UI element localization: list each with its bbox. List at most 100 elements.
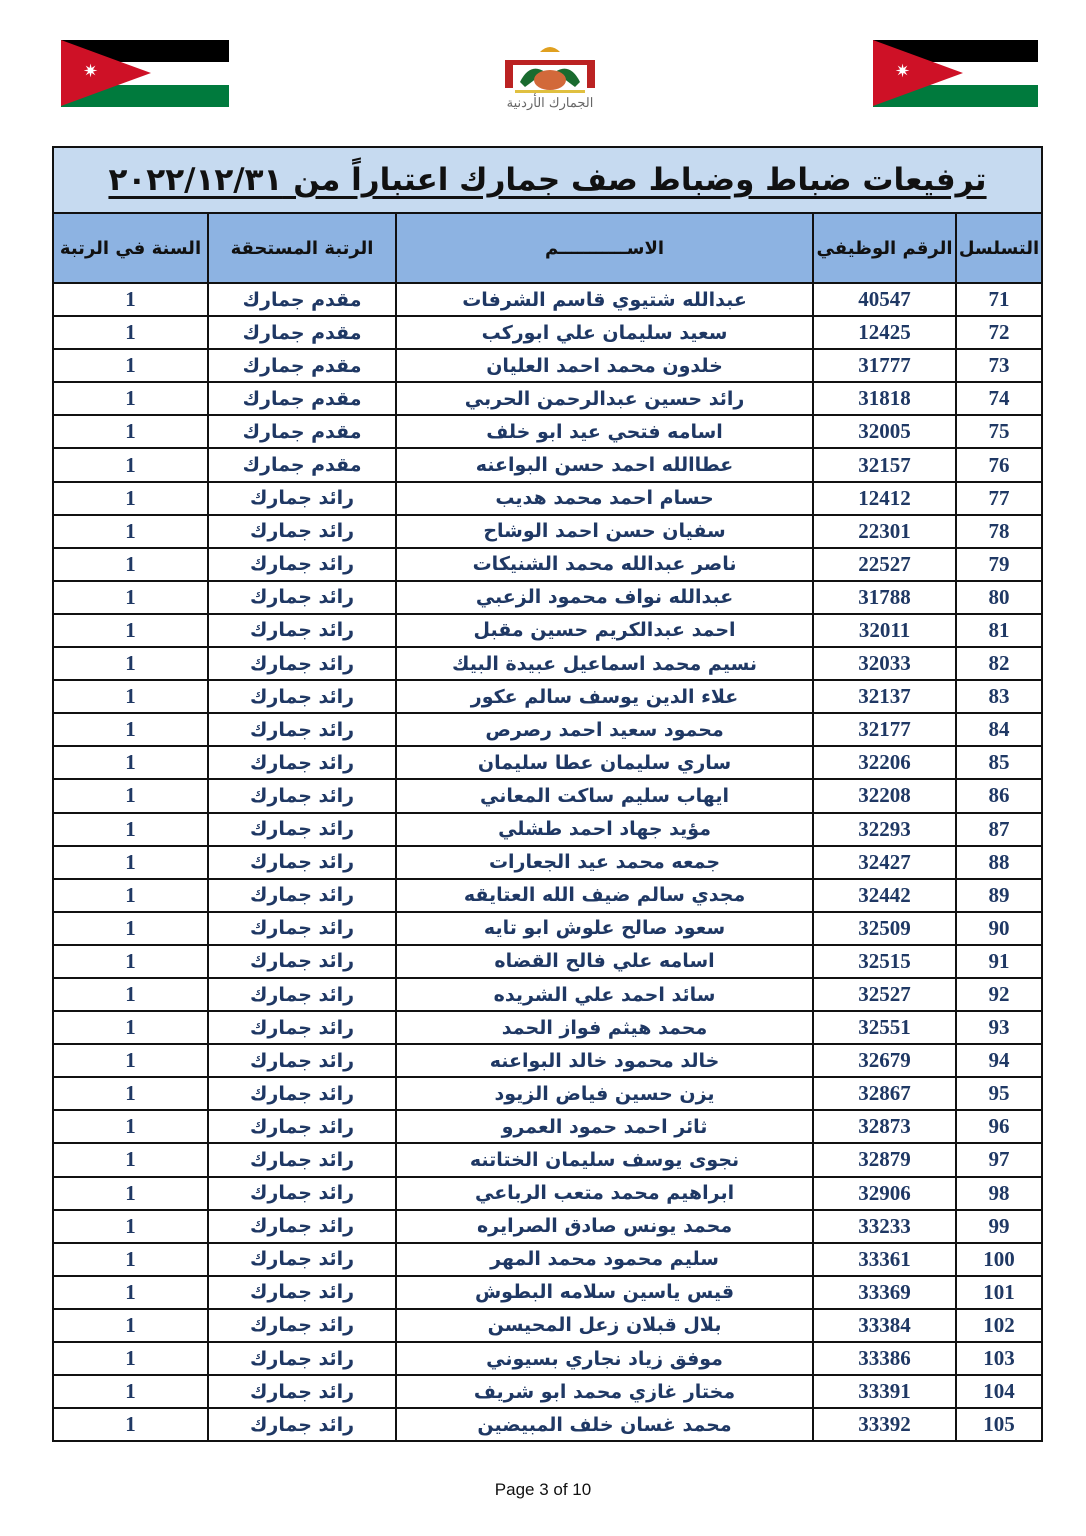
rank-cell: رائد جمارك <box>207 778 398 814</box>
employee-id-cell: 31788 <box>812 579 958 615</box>
years-cell: 1 <box>51 1109 210 1145</box>
name-cell: محمد هيثم فواز الحمد <box>395 1010 815 1046</box>
years-cell: 1 <box>51 612 210 649</box>
serial-cell: 94 <box>955 1043 1044 1079</box>
name-cell: سعيد سليمان علي ابوركب <box>395 315 815 351</box>
name-cell: ابراهيم محمد متعب الرباعي <box>395 1175 815 1211</box>
name-cell: سعود صالح علوش ابو تايه <box>395 910 815 946</box>
name-cell: رائد حسين عبدالرحمن الحربي <box>395 381 815 417</box>
serial-cell: 82 <box>955 646 1044 682</box>
employee-id-cell: 32208 <box>812 778 958 814</box>
serial-cell: 105 <box>955 1407 1044 1443</box>
years-cell: 1 <box>51 745 210 781</box>
table-row: 91 32515 اسامه علي فالح القضاه رائد جمارك 1 <box>51 943 1044 979</box>
years-cell: 1 <box>51 579 210 615</box>
serial-cell: 73 <box>955 348 1044 384</box>
rank-cell: رائد جمارك <box>207 579 398 615</box>
rank-cell: رائد جمارك <box>207 844 398 880</box>
table-body: 71 40547 عبدالله شتيوي قاسم الشرفات مقدم جم… <box>51 281 1044 1443</box>
rank-cell: رائد جمارك <box>207 877 398 913</box>
serial-cell: 92 <box>955 976 1044 1013</box>
years-cell: 1 <box>51 646 210 682</box>
years-cell: 1 <box>51 877 210 913</box>
employee-id-cell: 32427 <box>812 844 958 880</box>
name-cell: خلدون محمد احمد العليان <box>395 348 815 384</box>
rank-cell: رائد جمارك <box>207 513 398 549</box>
name-cell: محمود سعيد احمد رصرص <box>395 712 815 748</box>
name-cell: محمد يونس صادق الصرايره <box>395 1208 815 1244</box>
employee-id-cell: 32206 <box>812 745 958 781</box>
employee-id-cell: 33391 <box>812 1374 958 1410</box>
rank-cell: رائد جمارك <box>207 976 398 1013</box>
employee-id-cell: 12412 <box>812 480 958 516</box>
table-row: 71 40547 عبدالله شتيوي قاسم الشرفات مقدم جم… <box>51 281 1044 318</box>
rank-cell: رائد جمارك <box>207 480 398 516</box>
employee-id-cell: 12425 <box>812 315 958 351</box>
serial-cell: 77 <box>955 480 1044 516</box>
serial-cell: 78 <box>955 513 1044 549</box>
employee-id-cell: 33392 <box>812 1407 958 1443</box>
table-row: 99 33233 محمد يونس صادق الصرايره رائد جمارك… <box>51 1208 1044 1244</box>
rank-cell: رائد جمارك <box>207 1407 398 1443</box>
table-row: 102 33384 بلال قبلان زعل المحيسن رائد جمارك… <box>51 1307 1044 1344</box>
name-cell: موفق زياد نجاري بسيوني <box>395 1340 815 1377</box>
years-cell: 1 <box>51 1142 210 1178</box>
employee-id-cell: 32157 <box>812 447 958 483</box>
years-cell: 1 <box>51 348 210 384</box>
employee-id-cell: 32033 <box>812 646 958 682</box>
years-cell: 1 <box>51 1374 210 1410</box>
employee-id-cell: 33233 <box>812 1208 958 1244</box>
table-title-cell: ترفيعات ضباط وضباط صف جمارك اعتباراً من … <box>51 146 1044 214</box>
serial-cell: 81 <box>955 612 1044 649</box>
employee-id-cell: 33384 <box>812 1307 958 1344</box>
years-cell: 1 <box>51 679 210 715</box>
employee-id-cell: 32005 <box>812 414 958 450</box>
page-number: Page 3 of 10 <box>494 1480 592 1499</box>
table-row: 81 32011 احمد عبدالكريم حسين مقبل رائد جمار… <box>51 612 1044 649</box>
years-cell: 1 <box>51 1340 210 1377</box>
name-cell: عبدالله شتيوي قاسم الشرفات <box>395 281 815 318</box>
rank-cell: مقدم جمارك <box>207 447 398 483</box>
serial-cell: 80 <box>955 579 1044 615</box>
employee-id-cell: 32509 <box>812 910 958 946</box>
jordan-flag-left: ✷ <box>61 40 229 107</box>
serial-cell: 76 <box>955 447 1044 483</box>
table-row: 83 32137 علاء الدين يوسف سالم عكور رائد جما… <box>51 679 1044 715</box>
table-row: 95 32867 يزن حسين فياض الزيود رائد جمارك 1 <box>51 1076 1044 1112</box>
rank-cell: رائد جمارك <box>207 1274 398 1310</box>
employee-id-cell: 32293 <box>812 811 958 847</box>
table-row: 78 22301 سفيان حسن احمد الوشاح رائد جمارك 1 <box>51 513 1044 549</box>
promotions-table: ترفيعات ضباط وضباط صف جمارك اعتباراً من … <box>51 146 1044 1443</box>
table-row: 89 32442 مجدي سالم ضيف الله العتايقه رائد ج… <box>51 877 1044 913</box>
col-header-rank: الرتبة المستحقة <box>207 212 398 284</box>
serial-cell: 79 <box>955 546 1044 582</box>
coat-of-arms-icon <box>505 47 595 93</box>
rank-cell: رائد جمارك <box>207 1109 398 1145</box>
rank-cell: رائد جمارك <box>207 1142 398 1178</box>
years-cell: 1 <box>51 546 210 582</box>
rank-cell: رائد جمارك <box>207 745 398 781</box>
employee-id-cell: 33361 <box>812 1241 958 1277</box>
table-row: 92 32527 سائد احمد علي الشريده رائد جمارك 1 <box>51 976 1044 1013</box>
years-cell: 1 <box>51 1241 210 1277</box>
name-cell: اسامه فتحي عيد ابو خلف <box>395 414 815 450</box>
rank-cell: رائد جمارك <box>207 1241 398 1277</box>
employee-id-cell: 31777 <box>812 348 958 384</box>
serial-cell: 89 <box>955 877 1044 913</box>
serial-cell: 97 <box>955 1142 1044 1178</box>
col-header-years-in-rank: السنة في الرتبة <box>51 212 210 284</box>
rank-cell: رائد جمارك <box>207 1010 398 1046</box>
employee-id-cell: 33386 <box>812 1340 958 1377</box>
name-cell: حسام احمد محمد هديب <box>395 480 815 516</box>
serial-cell: 74 <box>955 381 1044 417</box>
col-header-serial: التسلسل <box>955 212 1044 284</box>
name-cell: اسامه علي فالح القضاه <box>395 943 815 979</box>
years-cell: 1 <box>51 1407 210 1443</box>
employee-id-cell: 32873 <box>812 1109 958 1145</box>
table-row: 100 33361 سليم محمود محمد المهر رائد جمارك 1 <box>51 1241 1044 1277</box>
years-cell: 1 <box>51 281 210 318</box>
col-header-employee-id: الرقم الوظيفي <box>812 212 958 284</box>
name-cell: مجدي سالم ضيف الله العتايقه <box>395 877 815 913</box>
name-cell: علاء الدين يوسف سالم عكور <box>395 679 815 715</box>
col-header-name: الاســـــــــــم <box>395 212 815 284</box>
